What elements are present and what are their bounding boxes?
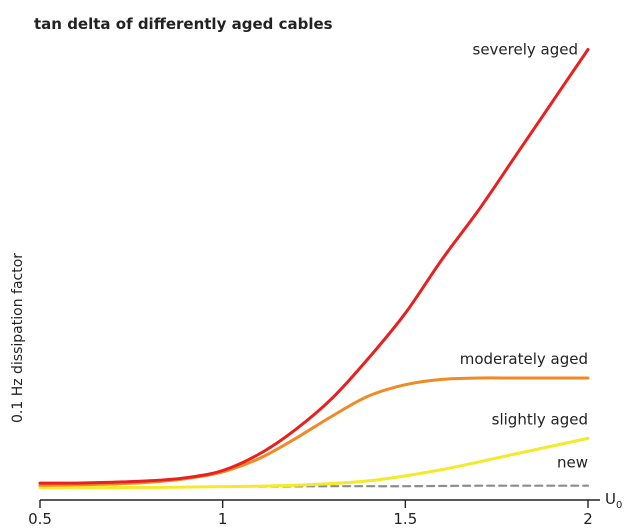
series-layer (38, 48, 590, 490)
series-label-new: new (557, 454, 588, 472)
series-label-moderately-aged: moderately aged (460, 350, 588, 368)
series-label-severely-aged: severely aged (473, 40, 579, 58)
series-line-new (258, 484, 590, 488)
series-line-moderately-aged (38, 376, 590, 487)
x-tick-layer: 0.5 1 1.5 2 (28, 500, 593, 528)
series-label-layer: severely aged moderately aged slightly age… (460, 40, 588, 471)
series-line-severely-aged (38, 48, 590, 485)
series-label-slightly-aged: slightly aged (492, 410, 588, 428)
x-tick-label: 1.5 (393, 510, 417, 528)
x-tick-label: 0.5 (28, 510, 52, 528)
y-axis-label: 0.1 Hz dissipation factor (10, 253, 26, 423)
x-axis-label: U0 (605, 490, 622, 511)
series-line-slightly-aged (38, 436, 590, 490)
x-axis-label-sub: 0 (616, 500, 622, 511)
x-tick-label: 2 (583, 510, 593, 528)
chart-title: tan delta of differently aged cables (34, 15, 333, 33)
x-axis-label-main: U (605, 490, 616, 508)
x-tick-label: 1 (218, 510, 228, 528)
